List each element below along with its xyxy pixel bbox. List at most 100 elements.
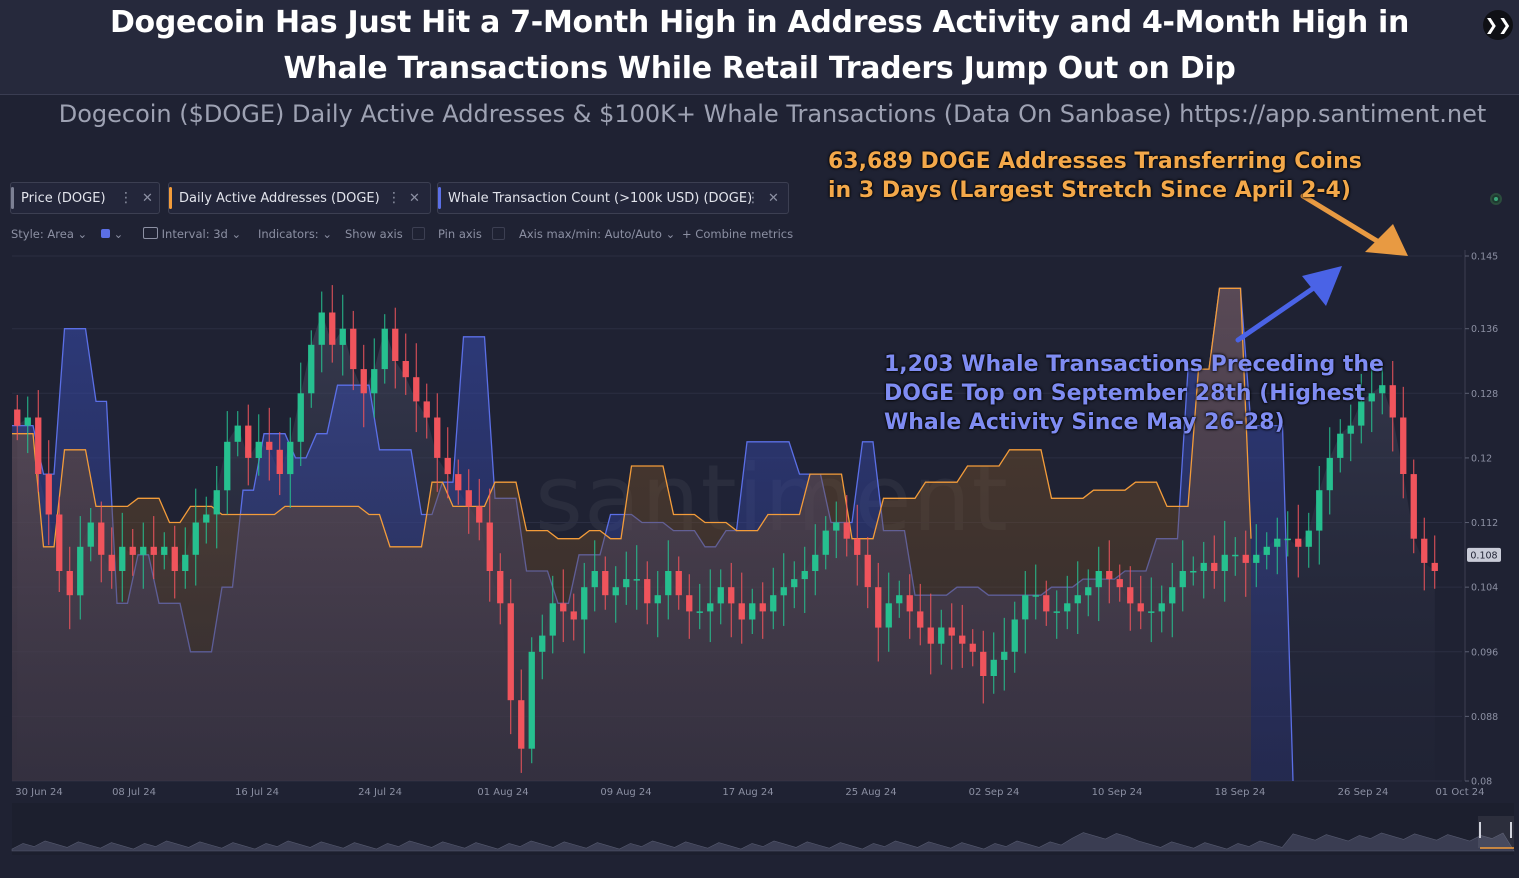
pin-axis-toggle[interactable]: Pin axis	[438, 227, 505, 241]
price-candle	[1337, 433, 1344, 458]
color-selector[interactable]: ⌄	[101, 227, 123, 241]
title-line-1: Dogecoin Has Just Hit a 7-Month High in …	[109, 5, 1410, 40]
title-line-2: Whale Transactions While Retail Traders …	[283, 51, 1236, 86]
annotation-active-addresses: 63,689 DOGE Addresses Transferring Coins…	[828, 147, 1362, 205]
x-tick-label: 25 Aug 24	[845, 787, 896, 798]
price-candle	[938, 627, 945, 644]
metric-label: Whale Transaction Count (>100k USD) (DOG…	[448, 190, 753, 206]
more-icon[interactable]: ⋮	[387, 190, 401, 206]
x-tick-label: 30 Jun 24	[15, 787, 62, 798]
price-candle	[297, 393, 304, 442]
price-candle	[1326, 457, 1333, 491]
price-candle	[1116, 579, 1123, 588]
x-tick-label: 09 Aug 24	[600, 787, 651, 798]
price-candle	[444, 457, 451, 475]
annotation-line: 63,689 DOGE Addresses Transferring Coins	[828, 149, 1362, 174]
price-candle	[990, 659, 997, 676]
annotation-line: 1,203 Whale Transactions Preceding the	[884, 352, 1384, 377]
style-selector[interactable]: Style: Area ⌄	[11, 227, 88, 241]
price-candle	[728, 587, 735, 604]
interval-label: Interval: 3d	[161, 227, 228, 241]
style-label: Style: Area	[11, 227, 74, 241]
price-candle	[633, 579, 640, 581]
active-addresses-line	[12, 287, 1252, 548]
price-candle	[1295, 538, 1302, 547]
axis-minmax-selector[interactable]: Axis max/min: Auto/Auto ⌄	[519, 227, 676, 241]
price-candle	[1053, 611, 1060, 613]
price-candle	[224, 441, 231, 491]
price-candle	[245, 425, 252, 458]
more-icon[interactable]: ⋮	[119, 190, 133, 206]
price-candle	[549, 603, 556, 636]
price-candle	[1022, 595, 1029, 620]
interval-selector[interactable]: Interval: 3d ⌄	[143, 227, 241, 241]
y-tick-label: 0.12	[1471, 453, 1492, 464]
price-candle	[1284, 538, 1291, 541]
indicators-selector[interactable]: Indicators: ⌄	[258, 227, 332, 241]
price-candle	[129, 546, 136, 555]
metric-color-bar	[438, 187, 441, 209]
price-candle	[14, 409, 21, 426]
show-axis-toggle[interactable]: Show axis	[345, 227, 426, 241]
metric-label: Daily Active Addresses (DOGE)	[179, 190, 380, 206]
x-tick-label: 02 Sep 24	[969, 787, 1020, 798]
price-candle	[654, 595, 661, 604]
combine-metrics-button[interactable]: + Combine metrics	[682, 227, 794, 241]
close-icon[interactable]: ✕	[142, 190, 153, 206]
price-candle	[276, 449, 283, 474]
x-tick-label: 16 Jul 24	[235, 787, 279, 798]
price-candle	[1232, 554, 1239, 557]
forward-icon[interactable]: ❯❯	[1483, 10, 1513, 40]
price-candle	[1095, 571, 1102, 588]
price-candle	[1347, 425, 1354, 434]
price-candle	[1106, 571, 1113, 580]
price-candle	[308, 344, 315, 394]
x-tick-label: 24 Jul 24	[358, 787, 402, 798]
price-candle	[371, 369, 378, 394]
price-candle	[402, 361, 409, 378]
price-candle	[192, 522, 199, 555]
axis-minmax-label: Axis max/min: Auto/Auto	[519, 227, 662, 241]
navigator-window	[1478, 816, 1514, 848]
x-tick-label: 01 Oct 24	[1435, 787, 1484, 798]
price-candle	[623, 579, 630, 588]
price-candle	[287, 441, 294, 475]
orange-arrow-head	[1365, 224, 1408, 256]
y-tick-label: 0.08	[1471, 777, 1492, 788]
price-candle	[833, 522, 840, 531]
price-candle	[1316, 490, 1323, 531]
checkbox-icon	[491, 227, 505, 240]
metric-pill-price[interactable]: Price (DOGE) ⋮ ✕	[10, 182, 160, 214]
price-candle	[570, 611, 577, 620]
x-tick-label: 01 Aug 24	[477, 787, 528, 798]
combine-label: Combine metrics	[695, 227, 794, 241]
price-candle	[591, 571, 598, 588]
chart-title: Dogecoin Has Just Hit a 7-Month High in …	[0, 0, 1519, 95]
price-candle	[864, 554, 871, 588]
price-candle	[150, 546, 157, 555]
blue-arrow-head	[1302, 266, 1342, 306]
price-candle	[791, 579, 798, 588]
price-candle	[360, 369, 367, 394]
price-candle	[486, 522, 493, 571]
price-candle	[1263, 546, 1270, 555]
orange-arrow-shaft	[1300, 193, 1385, 247]
y-tick-label: 0.104	[1471, 583, 1498, 594]
price-candle	[980, 651, 987, 676]
x-tick-label: 17 Aug 24	[722, 787, 773, 798]
more-icon[interactable]: ⋮	[746, 190, 760, 206]
metric-label: Price (DOGE)	[21, 190, 106, 206]
price-candle	[1032, 595, 1039, 597]
price-candle	[87, 522, 94, 547]
metric-pill-whale-transactions[interactable]: Whale Transaction Count (>100k USD) (DOG…	[437, 182, 789, 214]
metric-pill-active-addresses[interactable]: Daily Active Addresses (DOGE) ⋮ ✕	[168, 182, 431, 214]
price-candle	[255, 441, 262, 458]
close-icon[interactable]: ✕	[768, 190, 779, 206]
close-icon[interactable]: ✕	[409, 190, 420, 206]
navigator-area	[11, 832, 1515, 852]
price-candle	[1211, 562, 1218, 571]
price-candle	[906, 595, 913, 612]
price-candle	[885, 603, 892, 628]
price-candle	[1179, 571, 1186, 588]
